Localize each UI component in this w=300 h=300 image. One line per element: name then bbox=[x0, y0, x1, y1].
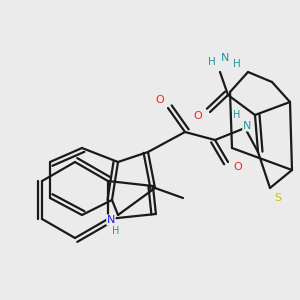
Text: N: N bbox=[221, 53, 229, 63]
Text: H: H bbox=[208, 57, 216, 67]
Text: S: S bbox=[274, 193, 282, 203]
Text: H: H bbox=[233, 110, 241, 120]
Text: O: O bbox=[194, 111, 202, 121]
Text: N: N bbox=[243, 121, 251, 131]
Text: O: O bbox=[156, 95, 164, 105]
Text: H: H bbox=[233, 59, 241, 69]
Text: O: O bbox=[234, 162, 242, 172]
Text: H: H bbox=[112, 226, 120, 236]
Text: N: N bbox=[107, 215, 115, 225]
